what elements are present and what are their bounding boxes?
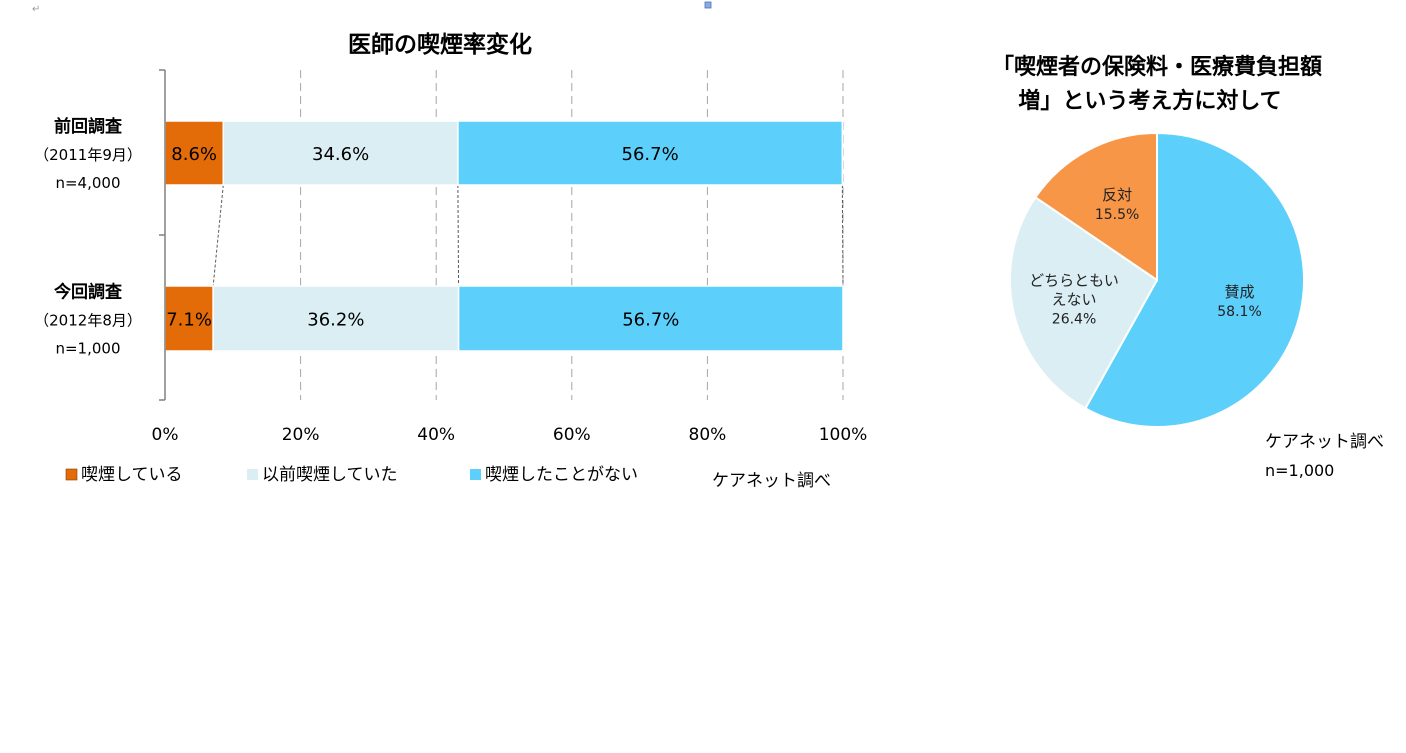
paragraph-mark-icon: ↵ xyxy=(32,4,40,15)
series-connector-1 xyxy=(457,184,460,287)
pie-slice-0 xyxy=(1084,131,1305,428)
bar-chart-tick-labels: 0% 20% 40% 60% 80% 100% xyxy=(152,425,868,445)
category-label-0-line-2: n=4,000 xyxy=(55,174,120,192)
bar-data-label-r0-s1: 34.6% xyxy=(312,144,369,165)
x-tick-label-0: 0% xyxy=(152,425,179,445)
pie-chart-title-line-2: 増」という考え方に対して xyxy=(1018,88,1281,114)
bar-segment-r0-s2 xyxy=(457,120,844,186)
pie-chart-slices xyxy=(1008,131,1305,428)
category-label-0-line-0: 前回調査 xyxy=(54,116,123,137)
bar-segment-r1-s0 xyxy=(164,285,214,352)
pie-label-2-line-1: 15.5% xyxy=(1095,207,1139,223)
bar-chart-category-labels: 前回調査 （2011年9月） n=4,000 今回調査 （2012年8月） n=1,000 xyxy=(34,116,142,358)
bar-chart-bars: 8.6% 34.6% 56.7% 7.1% 36.2% 56.7% xyxy=(164,120,844,352)
pie-slice-2 xyxy=(1034,131,1158,282)
bar-segment-r1-s2 xyxy=(457,285,844,352)
pie-label-0-line-0: 賛成 xyxy=(1225,283,1255,301)
pie-label-2-line-0: 反対 xyxy=(1102,186,1132,204)
anchor-handle-icon xyxy=(704,1,712,9)
pie-label-1-line-0: どちらともい xyxy=(1029,272,1119,290)
legend-label-2: 喫煙したことがない xyxy=(485,465,638,485)
series-connector-0 xyxy=(212,184,224,287)
smoking-rate-bar-chart: 医師の喫煙率変化 8.6% 34.6% 56.7% 7.1% 36.2% 56.7% 前回… xyxy=(34,31,867,491)
pie-label-1-line-2: 26.4% xyxy=(1052,312,1096,328)
x-tick-label-1: 20% xyxy=(282,425,320,445)
category-label-1-line-0: 今回調査 xyxy=(54,282,123,303)
pie-chart-source-note: ケアネット調べ xyxy=(1265,432,1384,452)
pie-chart-title-line-1: 「喫煙者の保険料・医療費負担額 xyxy=(992,54,1322,80)
pie-label-0-line-1: 58.1% xyxy=(1217,304,1261,320)
category-label-1-line-2: n=1,000 xyxy=(55,340,120,358)
category-label-1-line-1: （2012年8月） xyxy=(34,312,142,330)
legend-swatch-0 xyxy=(65,468,78,481)
bar-chart-source-note: ケアネット調べ xyxy=(712,471,831,491)
x-tick-label-4: 80% xyxy=(689,425,727,445)
bar-chart-legend: 喫煙している 以前喫煙していた 喫煙したことがない xyxy=(65,465,638,485)
x-tick-label-3: 60% xyxy=(553,425,591,445)
series-connector-lines xyxy=(212,184,844,287)
bar-data-label-r0-s2: 56.7% xyxy=(622,144,679,165)
series-connector-2 xyxy=(841,184,844,287)
x-tick-label-2: 40% xyxy=(417,425,455,445)
legend-swatch-2 xyxy=(470,469,481,480)
bar-chart-title: 医師の喫煙率変化 xyxy=(348,31,532,58)
pie-chart-sample-size: n=1,000 xyxy=(1265,461,1334,480)
bar-data-label-r1-s1: 36.2% xyxy=(307,310,364,331)
pie-label-1-line-1: えない xyxy=(1052,291,1097,309)
bar-data-label-r1-s2: 56.7% xyxy=(622,310,679,331)
bar-segment-r0-s0 xyxy=(164,120,225,186)
legend-label-0: 喫煙している xyxy=(81,465,183,485)
insurance-opinion-pie-chart: 「喫煙者の保険料・医療費負担額 増」という考え方に対して 賛成 58.1% どちらと… xyxy=(992,54,1384,480)
pie-slice-1 xyxy=(1008,195,1159,410)
x-tick-label-5: 100% xyxy=(819,425,868,445)
legend-swatch-1 xyxy=(247,469,258,480)
bar-chart-axis xyxy=(159,69,166,401)
bar-data-label-r1-s0: 7.1% xyxy=(166,310,212,331)
bar-segment-r1-s1 xyxy=(212,285,460,352)
bar-data-label-r0-s0: 8.6% xyxy=(171,144,217,165)
category-label-0-line-1: （2011年9月） xyxy=(34,146,142,164)
legend-label-1: 以前喫煙していた xyxy=(262,465,398,485)
